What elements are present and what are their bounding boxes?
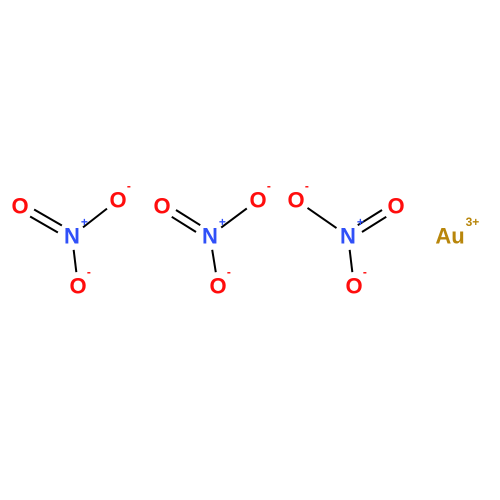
charge-label: + — [357, 215, 364, 229]
atom-O: O — [153, 194, 170, 219]
bond — [30, 216, 58, 232]
charge-label: - — [227, 265, 231, 279]
charge-label: - — [127, 179, 131, 193]
atom-O: O — [387, 194, 404, 219]
atom-N: N — [340, 224, 356, 249]
charge-label: - — [363, 265, 367, 279]
molecule-canvas: N+OO-O-N+OO-O-N+O-OO-Au3+ — [0, 0, 500, 500]
charge-label: - — [305, 179, 309, 193]
charge-label: + — [219, 215, 226, 229]
charge-label: - — [87, 265, 91, 279]
charge-label: 3+ — [466, 215, 480, 229]
charge-label: - — [267, 179, 271, 193]
bond — [74, 250, 77, 272]
atom-O: O — [287, 188, 304, 213]
atom-O: O — [69, 274, 86, 299]
bond — [34, 210, 62, 226]
atom-O: O — [209, 274, 226, 299]
bond — [308, 208, 337, 228]
atom-Au: Au — [435, 224, 464, 249]
charge-label: + — [81, 215, 88, 229]
bond — [350, 250, 353, 272]
atom-N: N — [202, 224, 218, 249]
bond — [212, 250, 216, 272]
atom-O: O — [345, 274, 362, 299]
atom-O: O — [11, 194, 28, 219]
atom-N: N — [64, 224, 80, 249]
atom-O: O — [109, 188, 126, 213]
atom-O: O — [249, 188, 266, 213]
